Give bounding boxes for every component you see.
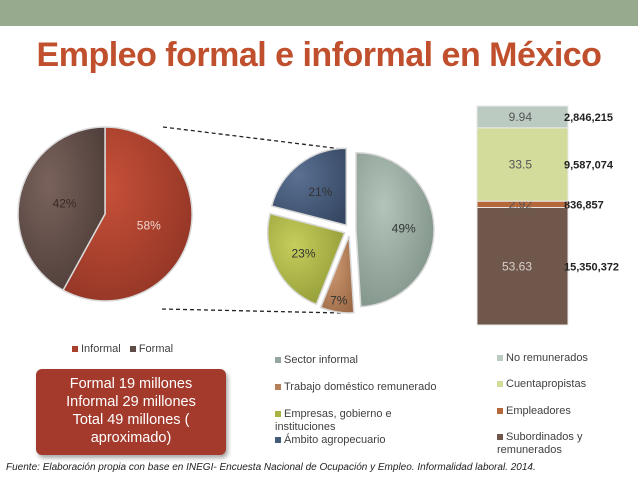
legend-item-empleadores: Empleadores xyxy=(497,405,571,418)
legend-label-trabajo-domestico: Trabajo doméstico remunerado xyxy=(284,381,437,393)
legend-item-ambito-agropecuario: Ámbito agropecuario xyxy=(275,434,386,447)
legend-label-subordinados: Subordinados y remunerados xyxy=(497,431,583,456)
page-title: Empleo formal e informal en México xyxy=(36,36,602,74)
bar-count-subordinados-y-remunerados: 15,350,372 xyxy=(564,261,619,273)
pie2-slice-empresas-gobierno-e-instituciones xyxy=(266,212,346,306)
legend-item-informal: Informal xyxy=(72,343,121,355)
bar-value-no-remunerados: 9.94 xyxy=(509,110,533,124)
connector-line-top xyxy=(162,126,343,150)
bar-segment-cuentapropistas xyxy=(476,127,569,202)
legend-label-cuentapropistas: Cuentapropistas xyxy=(506,378,587,390)
bar-count-cuentapropistas: 9,587,074 xyxy=(564,160,614,172)
legend-label-empleadores: Empleadores xyxy=(506,405,571,417)
summary-line-informal: Informal 29 millones xyxy=(66,394,196,410)
summary-line-formal: Formal 19 millones xyxy=(69,376,193,392)
bar-count-empleadores: 836,857 xyxy=(564,199,604,211)
pie2-slice-ambito-agropecuario xyxy=(270,147,348,227)
legend-label-ambito-agropecuario: Ámbito agropecuario xyxy=(284,434,386,446)
bar-value-subordinados-y-remunerados: 53.63 xyxy=(502,259,532,273)
legend-label-no-remunerados: No remunerados xyxy=(506,352,588,364)
pie1-slice-informal xyxy=(62,126,193,302)
pie2-label-ambito-agropecuario: 21% xyxy=(308,185,332,199)
bar-count-no-remunerados: 2,846,215 xyxy=(564,112,613,124)
summary-line-total: Total 49 millones ( xyxy=(72,412,190,428)
pie2-label-empresas-gobierno-e-instituciones: 23% xyxy=(291,247,315,261)
legend-item-subordinados: Subordinados y remunerados xyxy=(497,431,617,457)
pie1-label-informal: 58% xyxy=(137,218,161,232)
header-bar xyxy=(0,0,638,26)
legend-item-trabajo-domestico: Trabajo doméstico remunerado xyxy=(275,381,436,394)
bar-segment-subordinados-y-remunerados xyxy=(476,207,569,326)
summary-box: Formal 19 millones Informal 29 millones … xyxy=(36,369,226,455)
pie1-label-formal: 42% xyxy=(53,197,77,211)
legend-item-no-remunerados: No remunerados xyxy=(497,352,588,365)
legend-item-formal: Formal xyxy=(129,343,174,355)
legend-item-empresas: Empresas, gobierno e instituciones xyxy=(275,408,415,434)
bar-segment-no-remunerados xyxy=(476,105,569,129)
connector-line-bottom xyxy=(161,308,343,314)
legend-label-empresas: Empresas, gobierno e instituciones xyxy=(275,408,392,433)
legend-label-sector-informal: Sector informal xyxy=(284,354,358,366)
legend-label-informal: Informal xyxy=(81,343,121,355)
pie1-slice-formal xyxy=(17,126,106,292)
source-note: Fuente: Elaboración propia con base en I… xyxy=(6,462,536,473)
pie1-legend: Informal Formal xyxy=(72,343,173,356)
pie2-slice-trabajo-domestico-remunerado xyxy=(319,235,355,314)
pie2-label-trabajo-domestico-remunerado: 7% xyxy=(330,294,348,308)
summary-line-aproximado: aproximado) xyxy=(90,430,172,446)
legend-item-sector-informal: Sector informal xyxy=(275,354,358,367)
legend-label-formal: Formal xyxy=(138,343,174,355)
bar-value-cuentapropistas: 33.5 xyxy=(509,158,533,172)
pie2-label-sector-informal: 49% xyxy=(392,221,416,235)
pie2-slice-sector-informal xyxy=(355,152,435,308)
legend-item-cuentapropistas: Cuentapropistas xyxy=(497,378,586,391)
